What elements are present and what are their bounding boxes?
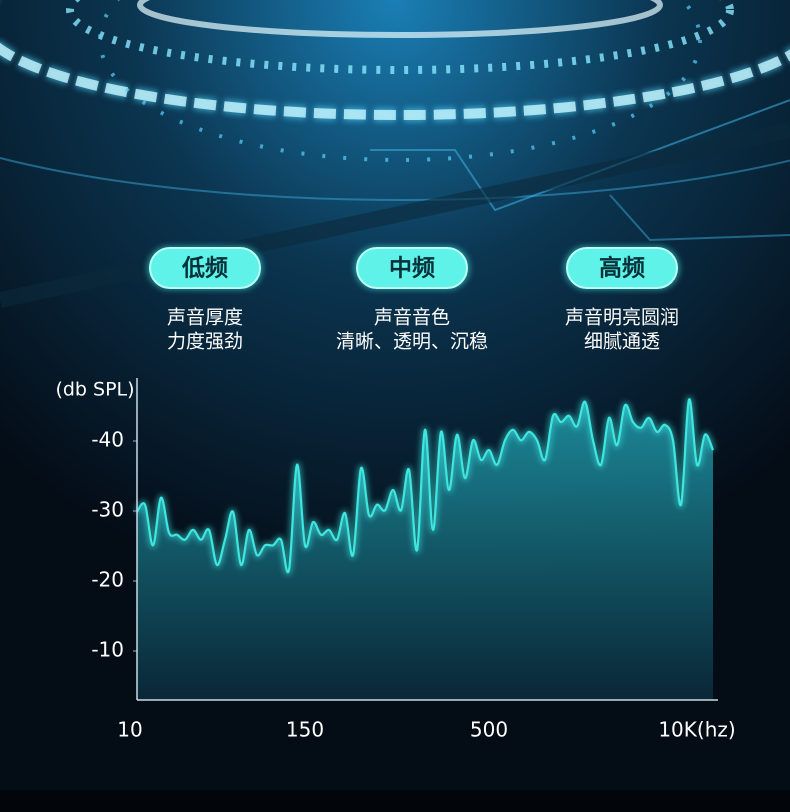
y-tick-label: -10 bbox=[91, 638, 124, 662]
band-label: 低频 bbox=[181, 256, 228, 282]
band-label: 高频 bbox=[599, 255, 645, 282]
band-pill bbox=[566, 247, 678, 289]
band-label: 中频 bbox=[389, 256, 435, 282]
band-description: 细腻通透 bbox=[584, 331, 660, 353]
line bbox=[136, 398, 715, 574]
y-tick-label: -30 bbox=[91, 498, 124, 522]
y-axis-label: (db SPL) bbox=[55, 379, 134, 401]
band-description: 声音音色 bbox=[374, 307, 450, 329]
y-tick-label: -40 bbox=[91, 428, 124, 452]
x-tick-label: 10K(hz) bbox=[658, 718, 735, 742]
x-tick-label: 150 bbox=[286, 718, 324, 742]
x-tick-label: 10 bbox=[117, 718, 142, 742]
band-pill bbox=[356, 247, 468, 289]
band-description: 力度强劲 bbox=[167, 331, 243, 353]
band-description: 声音厚度 bbox=[167, 307, 243, 329]
band-description: 声音明亮圆润 bbox=[565, 307, 679, 329]
band-description: 清晰、透明、沉稳 bbox=[336, 331, 488, 353]
x-tick-label: 500 bbox=[470, 718, 508, 742]
band-pill bbox=[149, 247, 261, 289]
area bbox=[137, 399, 713, 700]
footer-band bbox=[0, 790, 790, 812]
decor-rings bbox=[0, 0, 790, 308]
y-tick-label: -20 bbox=[91, 568, 124, 592]
